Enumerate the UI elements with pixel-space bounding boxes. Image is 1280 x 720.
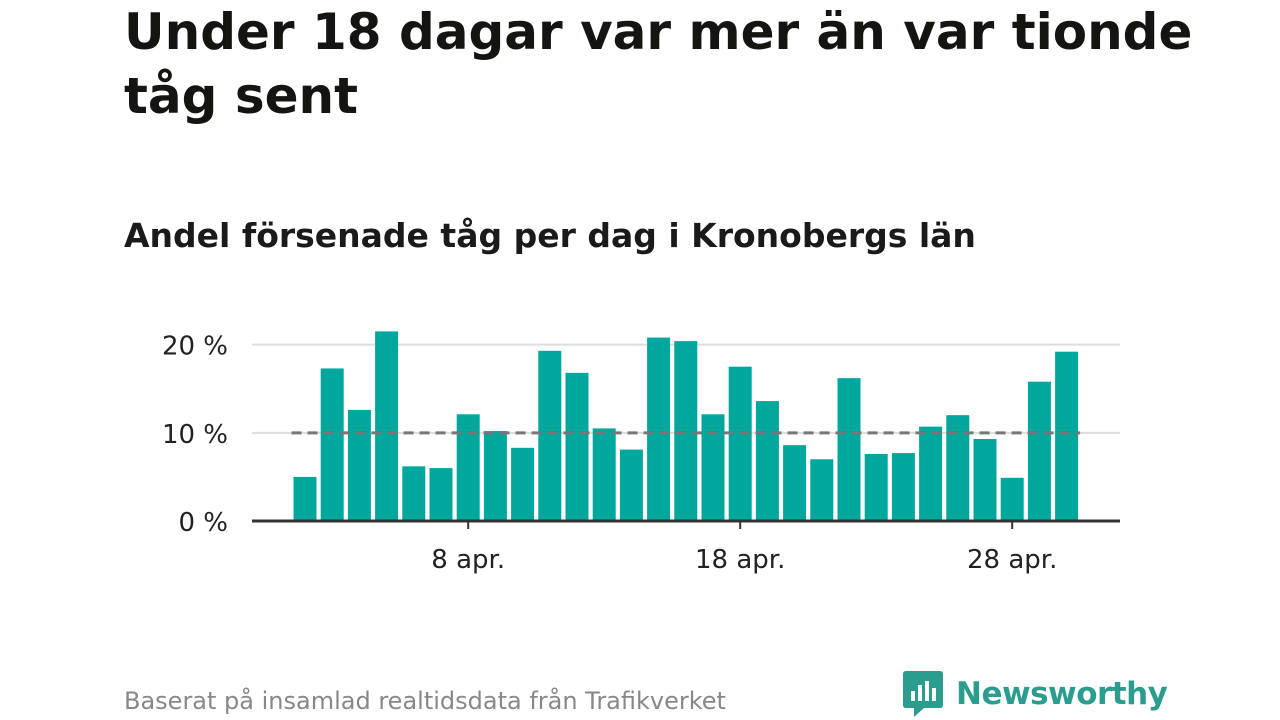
bar-5-apr <box>375 331 399 521</box>
bar-16-apr <box>674 341 698 521</box>
bar-6-apr <box>402 466 426 521</box>
bar-11-apr <box>538 350 562 521</box>
bar-28-apr <box>1000 477 1024 521</box>
bar-10-apr <box>511 447 535 521</box>
bar-24-apr <box>891 453 915 521</box>
newsworthy-logo-icon <box>903 671 943 717</box>
bar-27-apr <box>973 438 997 521</box>
bar-21-apr <box>810 459 834 521</box>
bar-4-apr <box>347 409 371 521</box>
bar-23-apr <box>864 453 888 521</box>
bar-19-apr <box>755 401 779 521</box>
bar-18-apr <box>728 366 752 521</box>
x-tick-label: 28 apr. <box>967 545 1057 575</box>
bar-2-apr <box>293 476 317 521</box>
chart-subtitle: Andel försenade tåg per dag i Kronobergs… <box>124 216 976 255</box>
bar-25-apr <box>919 426 943 521</box>
bar-30-apr <box>1055 351 1079 521</box>
brand-name: Newsworthy <box>956 676 1168 712</box>
bar-chart: 8 apr. 18 apr. 28 apr. 0 % 10 % 20 % <box>162 331 1120 575</box>
x-tick-label: 18 apr. <box>695 545 785 575</box>
bar-12-apr <box>565 372 589 521</box>
bar-7-apr <box>429 468 453 521</box>
newsworthy-logo: Newsworthy <box>902 668 1168 720</box>
y-tick-label: 20 % <box>162 332 228 362</box>
bar-22-apr <box>837 378 861 521</box>
bar-8-apr <box>456 414 480 521</box>
y-tick-label: 0 % <box>178 508 228 538</box>
axes <box>252 519 1120 529</box>
chart-title: Under 18 dagar var mer än var tionde tåg… <box>124 3 1193 125</box>
x-tick-label: 8 apr. <box>431 545 505 575</box>
bar-13-apr <box>592 428 616 521</box>
bar-15-apr <box>647 337 671 521</box>
bars <box>293 331 1079 521</box>
bar-14-apr <box>619 449 643 521</box>
bar-9-apr <box>483 431 507 521</box>
source-note: Baserat på insamlad realtidsdata från Tr… <box>124 687 726 715</box>
tick-labels: 8 apr. 18 apr. 28 apr. 0 % 10 % 20 % <box>162 332 1057 575</box>
bar-3-apr <box>320 368 344 521</box>
bar-17-apr <box>701 414 725 521</box>
y-tick-label: 10 % <box>162 420 228 450</box>
bar-20-apr <box>783 445 807 521</box>
bar-26-apr <box>946 415 970 521</box>
bar-29-apr <box>1027 381 1051 521</box>
